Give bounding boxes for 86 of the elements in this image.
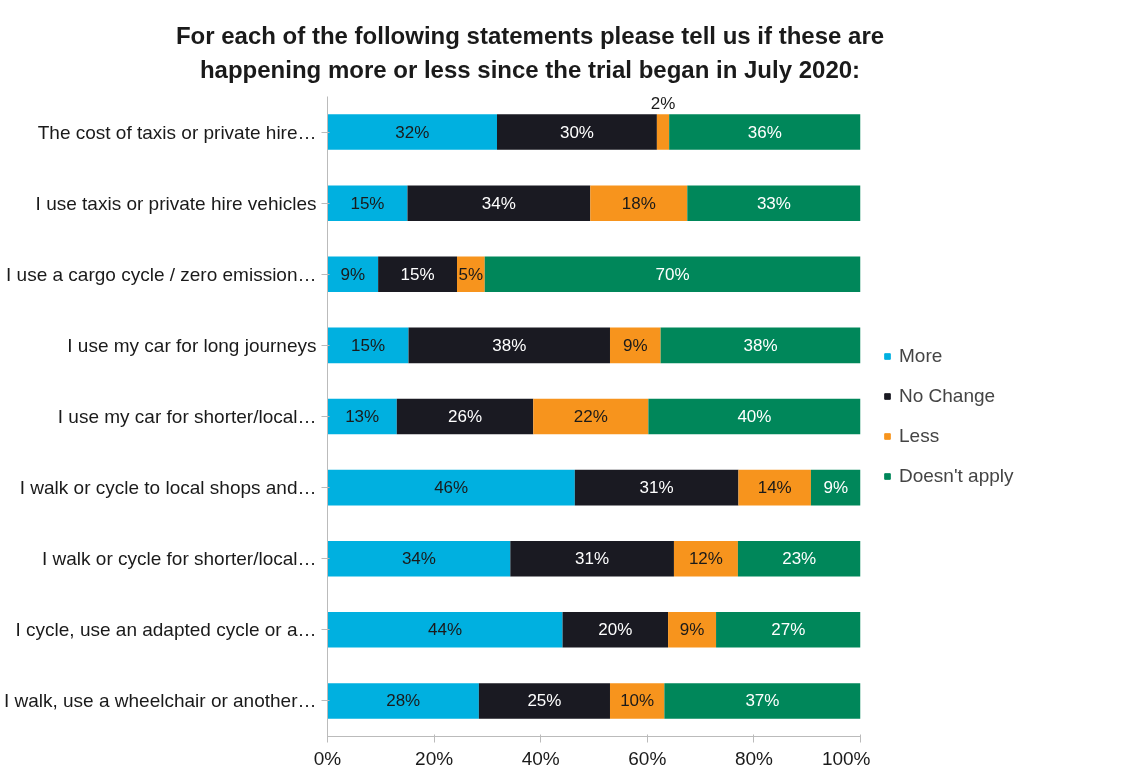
bar [327,470,575,506]
y-tick-label: The cost of taxis or private hire… [37,121,317,143]
data-label: 32% [395,122,430,142]
bar [327,327,409,364]
data-label: 38% [743,336,778,356]
bar [562,612,669,648]
legend-label: More [899,345,943,368]
data-label: 27% [771,620,806,640]
data-label: 70% [655,264,690,284]
y-tick-label: I walk, use a wheelchair or another… [3,690,317,712]
bar [687,185,861,222]
bar [327,114,497,151]
data-label: 34% [401,549,436,569]
bar [510,541,674,577]
y-tick-label: I use a cargo cycle / zero emission… [6,263,317,285]
y-tick-label: I use my car for long journeys [67,335,317,357]
data-label: 18% [621,193,656,213]
bar [590,185,688,222]
bar [669,114,861,151]
bar [668,612,717,648]
legend-label: Doesn't apply [899,465,1014,488]
chart-title: For each of the following statements please tell us if these are happening more or less since the trial began in July 2020: [174,21,886,85]
bar [738,470,811,506]
bar [327,612,563,648]
data-label: 9% [340,264,366,284]
bar [327,185,408,222]
bar [533,398,649,435]
bar [407,185,591,222]
data-label: 38% [492,336,527,356]
data-label: 12% [688,549,723,569]
data-label: 13% [345,407,380,427]
bar [327,541,511,577]
bar [484,256,861,293]
data-label: 25% [527,691,562,711]
data-label: 20% [598,620,633,640]
data-label: 23% [782,549,817,569]
data-label: 2% [650,94,676,114]
data-label: 22% [573,407,608,427]
data-label: 31% [639,478,674,498]
y-tick-label: I cycle, use an adapted cycle or a… [15,619,317,641]
bar [737,541,861,577]
data-label: 9% [679,620,705,640]
data-label: 9% [623,336,648,356]
bar [574,470,739,506]
legend-label: Less [899,425,940,448]
bar [496,114,657,151]
bar [327,683,479,719]
bar [716,612,861,648]
data-label: 40% [737,407,772,427]
data-label: 15% [350,193,385,213]
data-label: 36% [747,122,782,142]
x-tick-label: 40% [521,747,560,769]
bar [396,398,534,435]
bar [408,327,610,364]
data-label: 14% [757,478,792,498]
x-tick-label: 60% [628,747,667,769]
bar [664,683,861,719]
x-tick-label: 20% [415,747,454,769]
x-tick-label: 80% [734,747,774,769]
data-label: 33% [756,193,791,213]
data-label: 9% [823,478,849,498]
data-label: 31% [575,549,610,569]
data-label: 30% [559,122,594,142]
data-label: 44% [428,620,463,640]
data-label: 26% [448,407,483,427]
data-label: 46% [434,478,469,498]
legend-label: No Change [899,385,996,408]
y-tick-label: I walk or cycle for shorter/local… [41,548,317,570]
x-tick-label: 100% [821,747,871,769]
bar [648,398,861,435]
data-label: 28% [386,691,421,711]
bar [478,683,610,719]
data-label: 37% [745,691,780,711]
data-label: 15% [400,264,435,284]
data-label: 34% [481,193,516,213]
y-tick-label: I use my car for shorter/local… [57,406,317,428]
bar [660,327,861,364]
y-tick-label: I use taxis or private hire vehicles [35,192,317,214]
bar [378,256,458,293]
bar [656,114,670,151]
data-label: 5% [458,264,484,284]
data-label: 10% [620,691,655,711]
data-label: 15% [351,336,386,356]
bar [673,541,738,577]
y-tick-label: I walk or cycle to local shops and… [19,477,317,499]
x-tick-label: 0% [313,747,342,769]
